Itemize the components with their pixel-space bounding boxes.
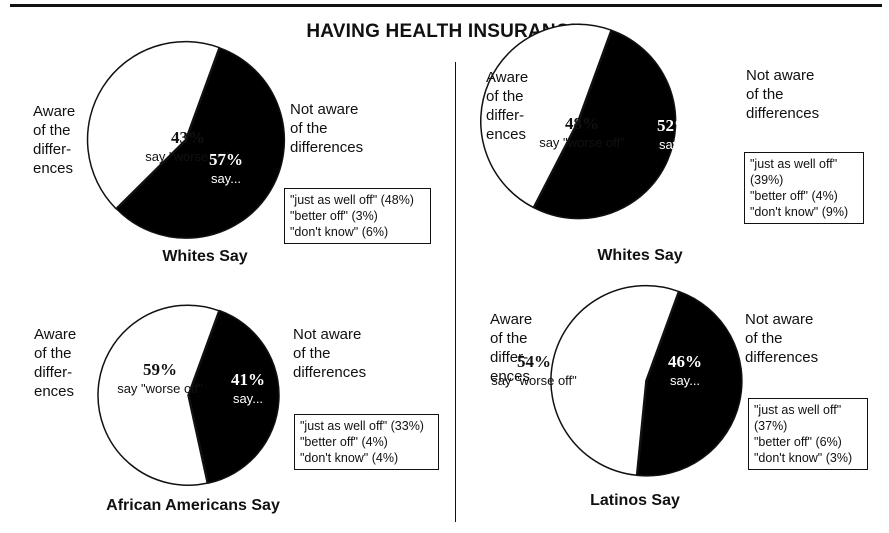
chart-caption: Latinos Say [590, 492, 680, 509]
aware-percent: 54% [517, 352, 551, 371]
not-aware-label: Not aware of the differences [290, 101, 364, 156]
breakdown-item: "better off" (6%) [754, 435, 842, 449]
not-aware-subtext: say... [232, 391, 264, 406]
breakdown-item: "don't know" (3%) [754, 451, 853, 465]
pie-slice-aware [97, 304, 220, 486]
pie-slice-not-aware [188, 309, 280, 485]
aware-label: Aware of the differ-ences [490, 311, 533, 385]
pie-slice-not-aware [636, 290, 743, 477]
not-aware-subtext: say... [210, 171, 242, 186]
chart-caption: African Americans Say [106, 497, 280, 514]
top-rule [10, 4, 882, 7]
center-divider [455, 62, 456, 522]
aware-percent: 48% [565, 114, 599, 133]
breakdown-item: "don't know" (4%) [300, 451, 399, 465]
aware-label: Aware of the differ-ences [33, 103, 76, 177]
pie-slice-not-aware [533, 29, 677, 220]
pie-slice-aware [550, 284, 680, 477]
aware-label: Aware of the differ-ences [34, 326, 77, 400]
breakdown-item: "just as well off" (39%) [750, 157, 838, 187]
not-aware-label: Not aware of the differences [293, 326, 367, 381]
breakdown-item: "better off" (4%) [300, 435, 388, 449]
breakdown-item: "just as well off" (37%) [754, 403, 842, 433]
not-aware-subtext: say... [669, 373, 701, 388]
breakdown-box: "just as well off" (48%) "better off" (3%… [284, 188, 431, 244]
figure-title: HAVING HEALTH INSURANCE [306, 21, 583, 42]
not-aware-percent: 41% [231, 370, 265, 389]
breakdown-box: "just as well off" (37%) "better off" (6%… [748, 398, 868, 470]
breakdown-item: "don't know" (6%) [290, 225, 389, 239]
aware-label: Aware of the differ-ences [486, 69, 529, 143]
aware-subtext: say "worse off" [539, 135, 625, 150]
pie-slice-aware [479, 23, 612, 209]
not-aware-label: Not aware of the differences [746, 67, 820, 122]
aware-percent: 43% [171, 128, 205, 147]
aware-subtext: say "worse off" [117, 381, 203, 396]
not-aware-label: Not aware of the differences [745, 311, 819, 366]
breakdown-item: "just as well off" (48%) [290, 193, 414, 207]
breakdown-item: "better off" (3%) [290, 209, 378, 223]
not-aware-percent: 57% [209, 150, 243, 169]
not-aware-subtext: say... [658, 137, 690, 152]
aware-subtext: say "worse off" [145, 149, 231, 164]
pie-slice-not-aware [115, 47, 286, 239]
not-aware-percent: 46% [668, 352, 702, 371]
aware-percent: 59% [143, 360, 177, 379]
not-aware-percent: 52% [657, 116, 691, 135]
breakdown-item: "just as well off" (33%) [300, 419, 424, 433]
breakdown-box: "just as well off" (39%) "better off" (4%… [744, 152, 864, 224]
chart-caption: Whites Say [597, 247, 683, 264]
breakdown-item: "don't know" (9%) [750, 205, 849, 219]
breakdown-box: "just as well off" (33%) "better off" (4%… [294, 414, 439, 470]
pie-slice-aware [86, 40, 221, 210]
chart-caption: Whites Say [162, 248, 248, 265]
aware-subtext: say "worse off" [491, 373, 577, 388]
breakdown-item: "better off" (4%) [750, 189, 838, 203]
